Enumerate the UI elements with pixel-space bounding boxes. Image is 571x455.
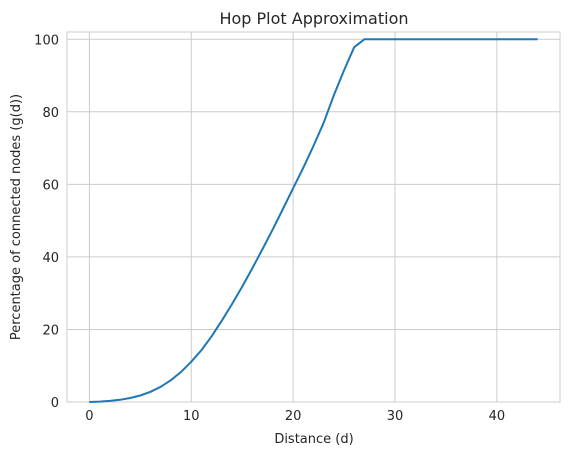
series-group [89,38,538,403]
x-tick-label: 30 [387,409,404,424]
x-tick-label: 0 [85,409,93,424]
y-tick-label: 40 [42,251,59,266]
y-tick-label: 100 [34,33,59,48]
x-tick-labels: 0 10 20 30 40 [85,409,505,424]
series-line [89,38,538,403]
x-tick-label: 10 [183,409,200,424]
y-axis-label: Percentage of connected nodes (g(d)) [9,94,24,340]
y-tick-label: 80 [42,106,59,121]
y-tick-label: 20 [42,323,59,338]
grid [67,32,560,403]
plot-frame [66,31,561,403]
x-axis-label: Distance (d) [274,432,353,447]
plot-border [66,31,561,403]
y-tick-labels: 0 20 40 60 80 100 [34,33,59,411]
x-tick-label: 40 [489,409,506,424]
y-tick-label: 0 [51,396,59,411]
chart-title: Hop Plot Approximation [219,9,408,28]
y-tick-label: 60 [42,178,59,193]
x-tick-label: 20 [285,409,302,424]
